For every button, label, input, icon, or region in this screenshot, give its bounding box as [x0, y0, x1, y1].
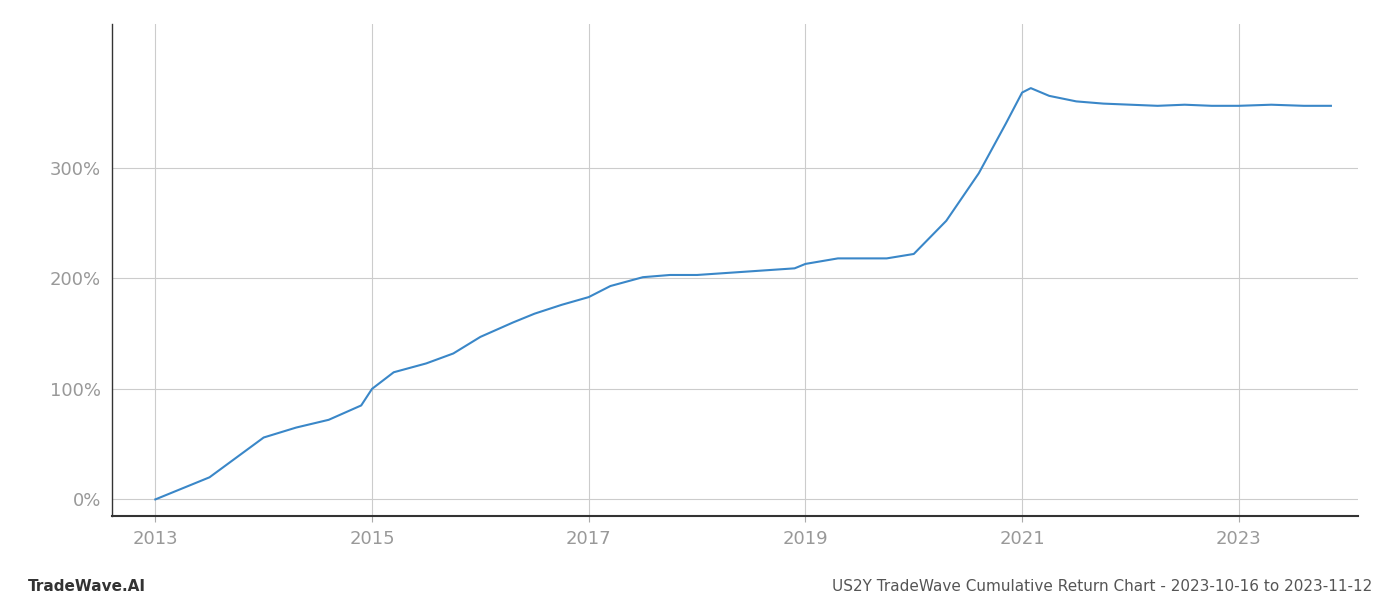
Text: TradeWave.AI: TradeWave.AI [28, 579, 146, 594]
Text: US2Y TradeWave Cumulative Return Chart - 2023-10-16 to 2023-11-12: US2Y TradeWave Cumulative Return Chart -… [832, 579, 1372, 594]
